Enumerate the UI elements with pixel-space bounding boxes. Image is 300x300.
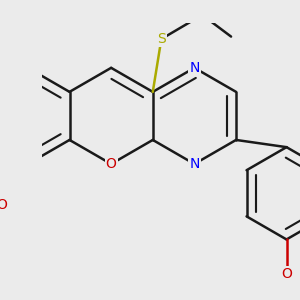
Text: O: O (0, 198, 7, 212)
Text: O: O (281, 267, 292, 281)
Text: S: S (157, 32, 166, 46)
Text: N: N (189, 61, 200, 75)
Text: O: O (106, 157, 117, 171)
Text: N: N (189, 157, 200, 171)
